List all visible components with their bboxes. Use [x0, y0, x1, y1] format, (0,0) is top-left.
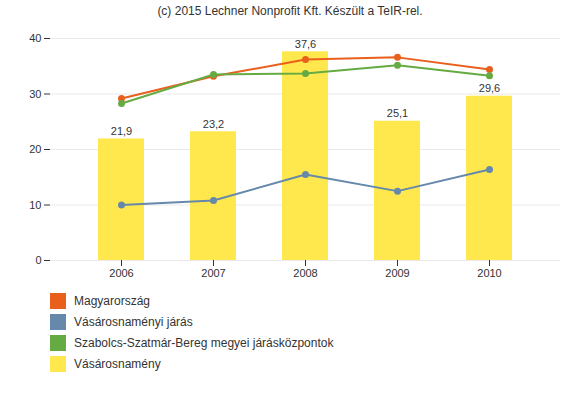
svg-text:21,9: 21,9 — [111, 125, 132, 137]
svg-text:2007: 2007 — [201, 267, 225, 279]
html-text:(c) 2015 Lechner Nonprofit Kft: (c) 2015 Lechner Nonprofit Kft. Készült … — [157, 4, 423, 18]
svg-text:2006: 2006 — [109, 267, 133, 279]
html-text:Vásárosnaményi járás: Vásárosnaményi járás — [74, 314, 193, 329]
html-text:Vásárosnamény: Vásárosnamény — [74, 356, 161, 371]
svg-text:2009: 2009 — [385, 267, 409, 279]
svg-text:25,1: 25,1 — [387, 107, 408, 119]
html-text:Szabolcs-Szatmár-Bereg megyei: Szabolcs-Szatmár-Bereg megyei járásközpo… — [74, 335, 334, 350]
svg-text:40: 40 — [29, 32, 41, 44]
svg-text:0: 0 — [35, 254, 41, 266]
svg-text:10: 10 — [29, 199, 41, 211]
svg-text:2008: 2008 — [293, 267, 317, 279]
svg-text:23,2: 23,2 — [203, 118, 224, 130]
html-text:Magyarország: Magyarország — [74, 293, 150, 308]
svg-text:29,6: 29,6 — [479, 82, 500, 94]
svg-text:30: 30 — [29, 88, 41, 100]
svg-text:20: 20 — [29, 143, 41, 155]
svg-text:2010: 2010 — [477, 267, 501, 279]
svg-text:37,6: 37,6 — [295, 38, 316, 50]
